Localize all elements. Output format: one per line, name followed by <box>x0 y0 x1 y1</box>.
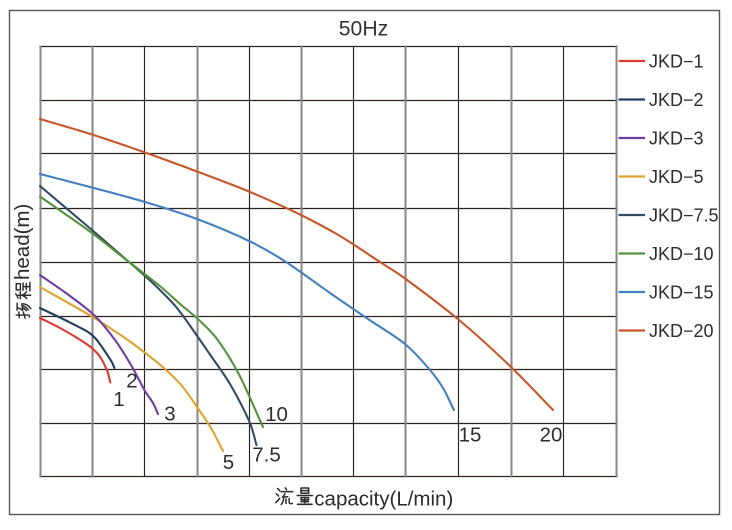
svg-text:JKD−5: JKD−5 <box>649 167 704 187</box>
svg-text:JKD−2: JKD−2 <box>649 90 704 110</box>
svg-text:3: 3 <box>164 403 175 426</box>
svg-text:JKD−10: JKD−10 <box>649 244 714 264</box>
svg-text:head(m): head(m) <box>11 204 34 280</box>
svg-text:5: 5 <box>223 451 234 474</box>
svg-text:JKD−7.5: JKD−7.5 <box>649 205 719 225</box>
svg-text:1: 1 <box>113 388 124 411</box>
svg-text:capacity(L/min): capacity(L/min) <box>314 488 453 511</box>
svg-text:2: 2 <box>126 370 137 393</box>
svg-text:15: 15 <box>459 424 482 447</box>
svg-text:JKD−15: JKD−15 <box>649 282 714 302</box>
svg-text:50Hz: 50Hz <box>339 18 388 41</box>
svg-text:20: 20 <box>540 424 563 447</box>
svg-text:7.5: 7.5 <box>252 444 281 467</box>
svg-text:JKD−20: JKD−20 <box>649 321 714 341</box>
svg-text:JKD−1: JKD−1 <box>649 51 704 71</box>
svg-text:10: 10 <box>265 403 288 426</box>
svg-text:JKD−3: JKD−3 <box>649 128 704 148</box>
